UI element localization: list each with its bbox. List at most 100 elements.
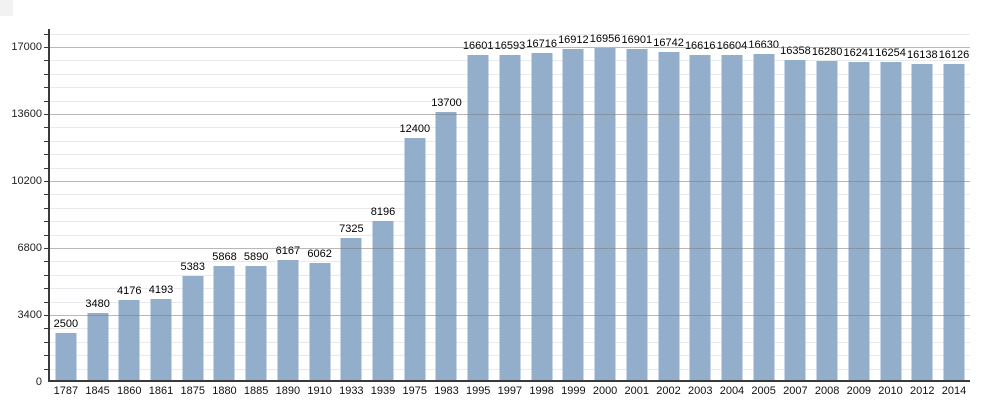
bar-slot: 4193 — [145, 29, 177, 382]
x-tick-label: 1999 — [561, 385, 586, 397]
bar-slot: 16358 — [780, 29, 812, 382]
x-tick-label: 1975 — [402, 385, 427, 397]
bar-1983 — [435, 112, 457, 382]
bar-1845 — [87, 313, 109, 382]
bar-slot: 6062 — [304, 29, 336, 382]
y-axis-tick — [44, 87, 49, 89]
x-tick-label: 2004 — [719, 385, 745, 397]
y-tick-label: 0 — [35, 376, 42, 388]
x-tick-label: 1860 — [117, 385, 142, 397]
corner-artifact — [0, 0, 13, 16]
y-axis-tick — [44, 328, 49, 330]
y-axis-tick — [44, 355, 49, 357]
bar-value-label: 16630 — [748, 39, 779, 52]
bar-value-label: 16956 — [589, 32, 621, 45]
bar-slot: 2500 — [50, 29, 82, 382]
bar-slot: 16716 — [526, 29, 558, 382]
bar-1997 — [499, 55, 521, 382]
bar-value-label: 5890 — [243, 250, 269, 263]
bar-2007 — [784, 59, 806, 382]
bar-value-label: 16126 — [938, 49, 970, 62]
y-tick-label: 17000 — [11, 41, 42, 53]
bar-value-label: 7325 — [339, 222, 364, 235]
bar-value-label: 6062 — [307, 247, 332, 260]
bar-slot: 16604 — [716, 29, 748, 382]
bar-1995 — [467, 54, 489, 382]
bar-slot: 16616 — [684, 29, 716, 382]
y-axis-tick — [44, 368, 49, 370]
y-axis-tick — [44, 154, 49, 156]
bar-value-label: 2500 — [53, 317, 79, 330]
x-tick-label: 1787 — [53, 385, 79, 397]
x-tick-label: 2000 — [592, 385, 618, 397]
bar-value-label: 13700 — [431, 97, 462, 110]
bar-2010 — [880, 61, 902, 382]
bar-1885 — [245, 265, 267, 382]
bar-1875 — [182, 275, 204, 382]
x-tick-label: 2005 — [751, 385, 776, 397]
x-tick-label: 2010 — [878, 385, 903, 397]
bar-slot: 7325 — [335, 29, 367, 382]
y-axis-tick — [44, 181, 49, 182]
plot-area: 2500 3480 4176 4193 5383 5868 5890 6167 6062 7325… — [50, 29, 970, 382]
y-axis-tick — [44, 207, 49, 209]
y-axis-tick — [44, 47, 49, 48]
x-axis-labels: 1787 1845 1860 1861 1875 1880 1885 1890 1910 1933… — [50, 385, 970, 398]
y-axis-line — [48, 29, 50, 382]
y-axis-tick — [44, 73, 49, 75]
gridline-minor — [50, 33, 970, 35]
bar-slot: 6167 — [272, 29, 304, 382]
bar-value-label: 16604 — [716, 39, 748, 52]
bar-1787 — [55, 332, 77, 382]
bar-slot: 5868 — [209, 29, 241, 382]
y-axis-tick — [44, 234, 49, 236]
y-tick-label: 6800 — [17, 242, 42, 254]
bar-value-label: 16901 — [621, 33, 653, 46]
bar-slot: 5383 — [177, 29, 209, 382]
y-axis-tick — [44, 341, 49, 343]
x-tick-label: 1885 — [243, 385, 269, 397]
bar-value-label: 16358 — [780, 44, 811, 57]
x-tick-label: 1995 — [465, 385, 491, 397]
bar-slot: 16912 — [558, 29, 590, 382]
bar-slot: 16742 — [653, 29, 685, 382]
x-tick-label: 1939 — [370, 385, 396, 397]
x-tick-label: 1875 — [180, 385, 205, 397]
bar-value-label: 6167 — [275, 245, 301, 258]
bar-slot: 13700 — [431, 29, 463, 382]
y-tick-label: 10200 — [11, 175, 42, 187]
bar-1939 — [372, 220, 394, 382]
bar-1890 — [277, 260, 299, 382]
bar-slot: 4176 — [113, 29, 145, 382]
bar-value-label: 16616 — [684, 39, 716, 52]
bar-value-label: 5868 — [212, 251, 237, 264]
bar-1861 — [150, 299, 172, 382]
bar-value-label: 4176 — [117, 284, 142, 297]
bar-2002 — [658, 52, 680, 382]
y-tick-label: 13600 — [11, 108, 42, 120]
bar-value-label: 16280 — [811, 46, 843, 59]
y-axis-tick — [44, 274, 49, 276]
bar-value-label: 3480 — [85, 298, 110, 311]
bar-value-label: 16254 — [875, 46, 906, 59]
x-tick-label: 2001 — [624, 385, 650, 397]
y-axis-tick — [44, 33, 49, 35]
bar-slot: 16901 — [621, 29, 653, 382]
bar-1975 — [404, 137, 426, 382]
x-tick-label: 2009 — [846, 385, 872, 397]
bar-slot: 5890 — [240, 29, 272, 382]
y-axis-tick — [44, 221, 49, 223]
y-axis-tick — [44, 140, 49, 142]
x-tick-label: 2012 — [910, 385, 935, 397]
bar-1998 — [531, 52, 553, 382]
y-axis-tick — [44, 194, 49, 196]
bar-slot: 16241 — [843, 29, 875, 382]
bar-slot: 16138 — [906, 29, 938, 382]
bar-2009 — [848, 61, 870, 382]
x-tick-label: 1983 — [434, 385, 459, 397]
bar-1910 — [309, 262, 331, 382]
bar-value-label: 5383 — [180, 260, 205, 273]
bar-value-label: 16138 — [906, 49, 938, 61]
bar-2012 — [911, 64, 933, 382]
bar-2004 — [721, 54, 743, 382]
